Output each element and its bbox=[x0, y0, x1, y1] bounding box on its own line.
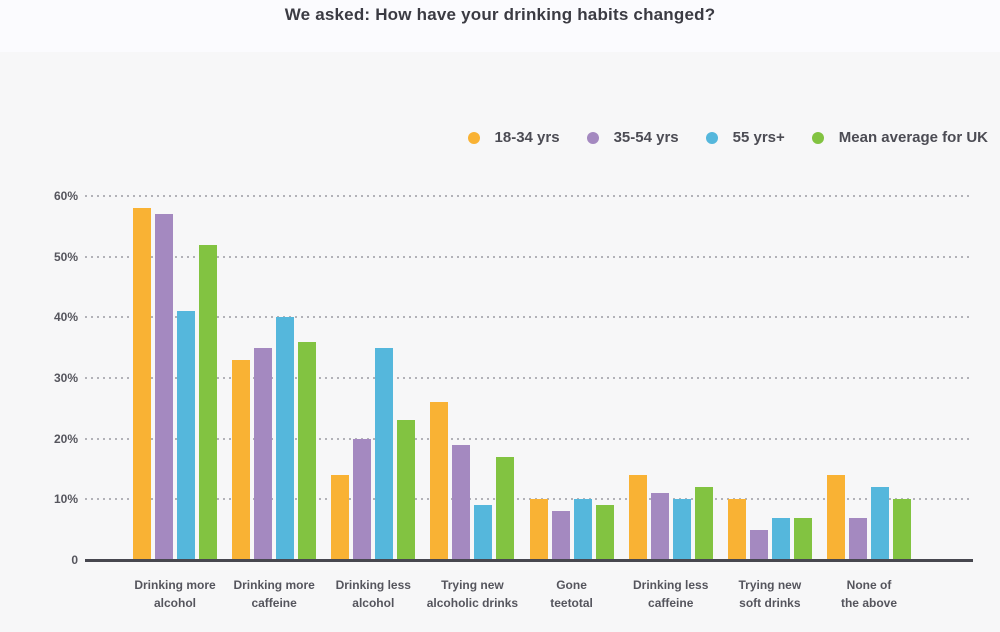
gridline-20 bbox=[85, 437, 973, 440]
x-axis-label-drinking-less-caffeine: Drinking less caffeine bbox=[633, 578, 709, 610]
y-axis-tick-0: 0 bbox=[71, 553, 78, 567]
bar-35-54-yrs-drinking-less-caffeine bbox=[650, 493, 669, 560]
bar-mean-average-for-uk-drinking-more-caffeine bbox=[298, 341, 317, 560]
bar-group-trying-new-alcoholic-drinks bbox=[430, 402, 515, 560]
y-axis-tick-50: 50% bbox=[53, 249, 78, 264]
x-axis-label-drinking-more-caffeine: Drinking more caffeine bbox=[233, 578, 315, 610]
y-axis-tick-60: 60% bbox=[53, 189, 78, 203]
gridline-50 bbox=[85, 255, 973, 258]
legend-dot-55-yrs bbox=[705, 131, 718, 144]
bar-mean-average-for-uk-drinking-more-alcohol bbox=[199, 244, 217, 560]
bar-55-yrs-none-of-the-above bbox=[871, 487, 889, 560]
bar-35-54-yrs-gone-teetotal bbox=[551, 511, 570, 560]
chart-area: 18-34 yrs 35-54 yrs 55 yrs+ Mean average fo… bbox=[0, 52, 1000, 632]
bar-group-drinking-more-alcohol bbox=[133, 208, 217, 560]
plot-area bbox=[85, 195, 973, 560]
bar-55-yrs-drinking-less-alcohol bbox=[375, 347, 394, 560]
bar-group-drinking-more-caffeine bbox=[232, 317, 317, 560]
x-axis-label-none-of-the-above: None of the above bbox=[840, 578, 897, 610]
gridline-10 bbox=[85, 498, 973, 501]
y-axis-tick-10: 10% bbox=[53, 492, 78, 507]
bar-55-yrs-drinking-more-caffeine bbox=[276, 317, 295, 560]
bar-group-gone-teetotal bbox=[529, 499, 614, 560]
bar-35-54-yrs-trying-new-soft-drinks bbox=[749, 529, 768, 560]
y-axis-tick-40: 40% bbox=[53, 310, 78, 325]
legend: 18-34 yrs 35-54 yrs 55 yrs+ Mean average fo… bbox=[467, 129, 988, 146]
bar-18-34-yrs-drinking-less-caffeine bbox=[628, 475, 647, 560]
bar-mean-average-for-uk-drinking-less-caffeine bbox=[694, 487, 713, 560]
bar-55-yrs-drinking-less-caffeine bbox=[672, 499, 691, 560]
bar-18-34-yrs-trying-new-soft-drinks bbox=[727, 499, 746, 560]
x-axis-label-gone-teetotal: Gone teetotal bbox=[550, 578, 593, 610]
gridline-30 bbox=[85, 377, 973, 379]
bar-group-trying-new-soft-drinks bbox=[727, 499, 812, 560]
legend-item-55-yrs[interactable]: 55 yrs+ bbox=[705, 129, 785, 146]
x-axis-label-drinking-less-alcohol: Drinking less alcohol bbox=[335, 578, 411, 610]
y-axis-tick-30: 30% bbox=[53, 371, 78, 385]
bar-55-yrs-gone-teetotal bbox=[573, 499, 592, 560]
bar-mean-average-for-uk-none-of-the-above bbox=[893, 499, 911, 560]
bar-group-drinking-less-caffeine bbox=[628, 475, 713, 560]
bar-mean-average-for-uk-trying-new-soft-drinks bbox=[793, 517, 812, 560]
bar-18-34-yrs-none-of-the-above bbox=[827, 475, 845, 560]
bar-55-yrs-drinking-more-alcohol bbox=[177, 311, 195, 560]
legend-label: 18-34 yrs bbox=[494, 129, 560, 146]
bar-35-54-yrs-none-of-the-above bbox=[849, 517, 867, 560]
chart-title: We asked: How have your drinking habits … bbox=[284, 5, 716, 24]
bar-18-34-yrs-drinking-more-alcohol bbox=[133, 208, 151, 560]
gridline-60 bbox=[85, 195, 973, 197]
bar-mean-average-for-uk-drinking-less-alcohol bbox=[397, 420, 416, 560]
x-axis-line bbox=[85, 559, 973, 562]
bar-35-54-yrs-drinking-less-alcohol bbox=[353, 438, 372, 560]
bar-35-54-yrs-drinking-more-alcohol bbox=[155, 214, 173, 560]
legend-label: Mean average for UK bbox=[838, 129, 988, 146]
x-axis-label-drinking-more-alcohol: Drinking more alcohol bbox=[134, 578, 216, 610]
x-axis-label-trying-new-soft-drinks: Trying new soft drinks bbox=[738, 578, 802, 610]
bar-35-54-yrs-trying-new-alcoholic-drinks bbox=[452, 444, 471, 560]
bar-group-drinking-less-alcohol bbox=[331, 347, 416, 560]
legend-dot-mean-average-for-uk bbox=[811, 131, 824, 144]
bar-mean-average-for-uk-gone-teetotal bbox=[595, 505, 614, 560]
legend-item-35-54-yrs[interactable]: 35-54 yrs bbox=[586, 129, 679, 146]
legend-item-18-34-yrs[interactable]: 18-34 yrs bbox=[467, 129, 560, 146]
legend-dot-18-34-yrs bbox=[467, 131, 480, 144]
legend-item-mean-average-for-uk[interactable]: Mean average for UK bbox=[811, 129, 988, 146]
legend-dot-35-54-yrs bbox=[586, 131, 599, 144]
x-axis-label-trying-new-alcoholic-drinks: Trying new alcoholic drinks bbox=[426, 578, 519, 610]
bar-55-yrs-trying-new-alcoholic-drinks bbox=[474, 505, 493, 560]
gridline-40 bbox=[85, 316, 973, 319]
bar-35-54-yrs-drinking-more-caffeine bbox=[254, 347, 273, 560]
bar-55-yrs-trying-new-soft-drinks bbox=[771, 517, 790, 560]
bar-18-34-yrs-drinking-more-caffeine bbox=[232, 359, 251, 560]
y-axis-tick-20: 20% bbox=[53, 431, 78, 446]
bar-mean-average-for-uk-trying-new-alcoholic-drinks bbox=[496, 456, 515, 560]
bar-18-34-yrs-trying-new-alcoholic-drinks bbox=[430, 402, 449, 560]
legend-label: 35-54 yrs bbox=[613, 129, 679, 146]
bar-group-none-of-the-above bbox=[827, 475, 911, 560]
legend-label: 55 yrs+ bbox=[732, 129, 785, 146]
chart-header: We asked: How have your drinking habits … bbox=[0, 0, 1000, 52]
bar-18-34-yrs-gone-teetotal bbox=[529, 499, 548, 560]
bar-18-34-yrs-drinking-less-alcohol bbox=[331, 475, 350, 560]
